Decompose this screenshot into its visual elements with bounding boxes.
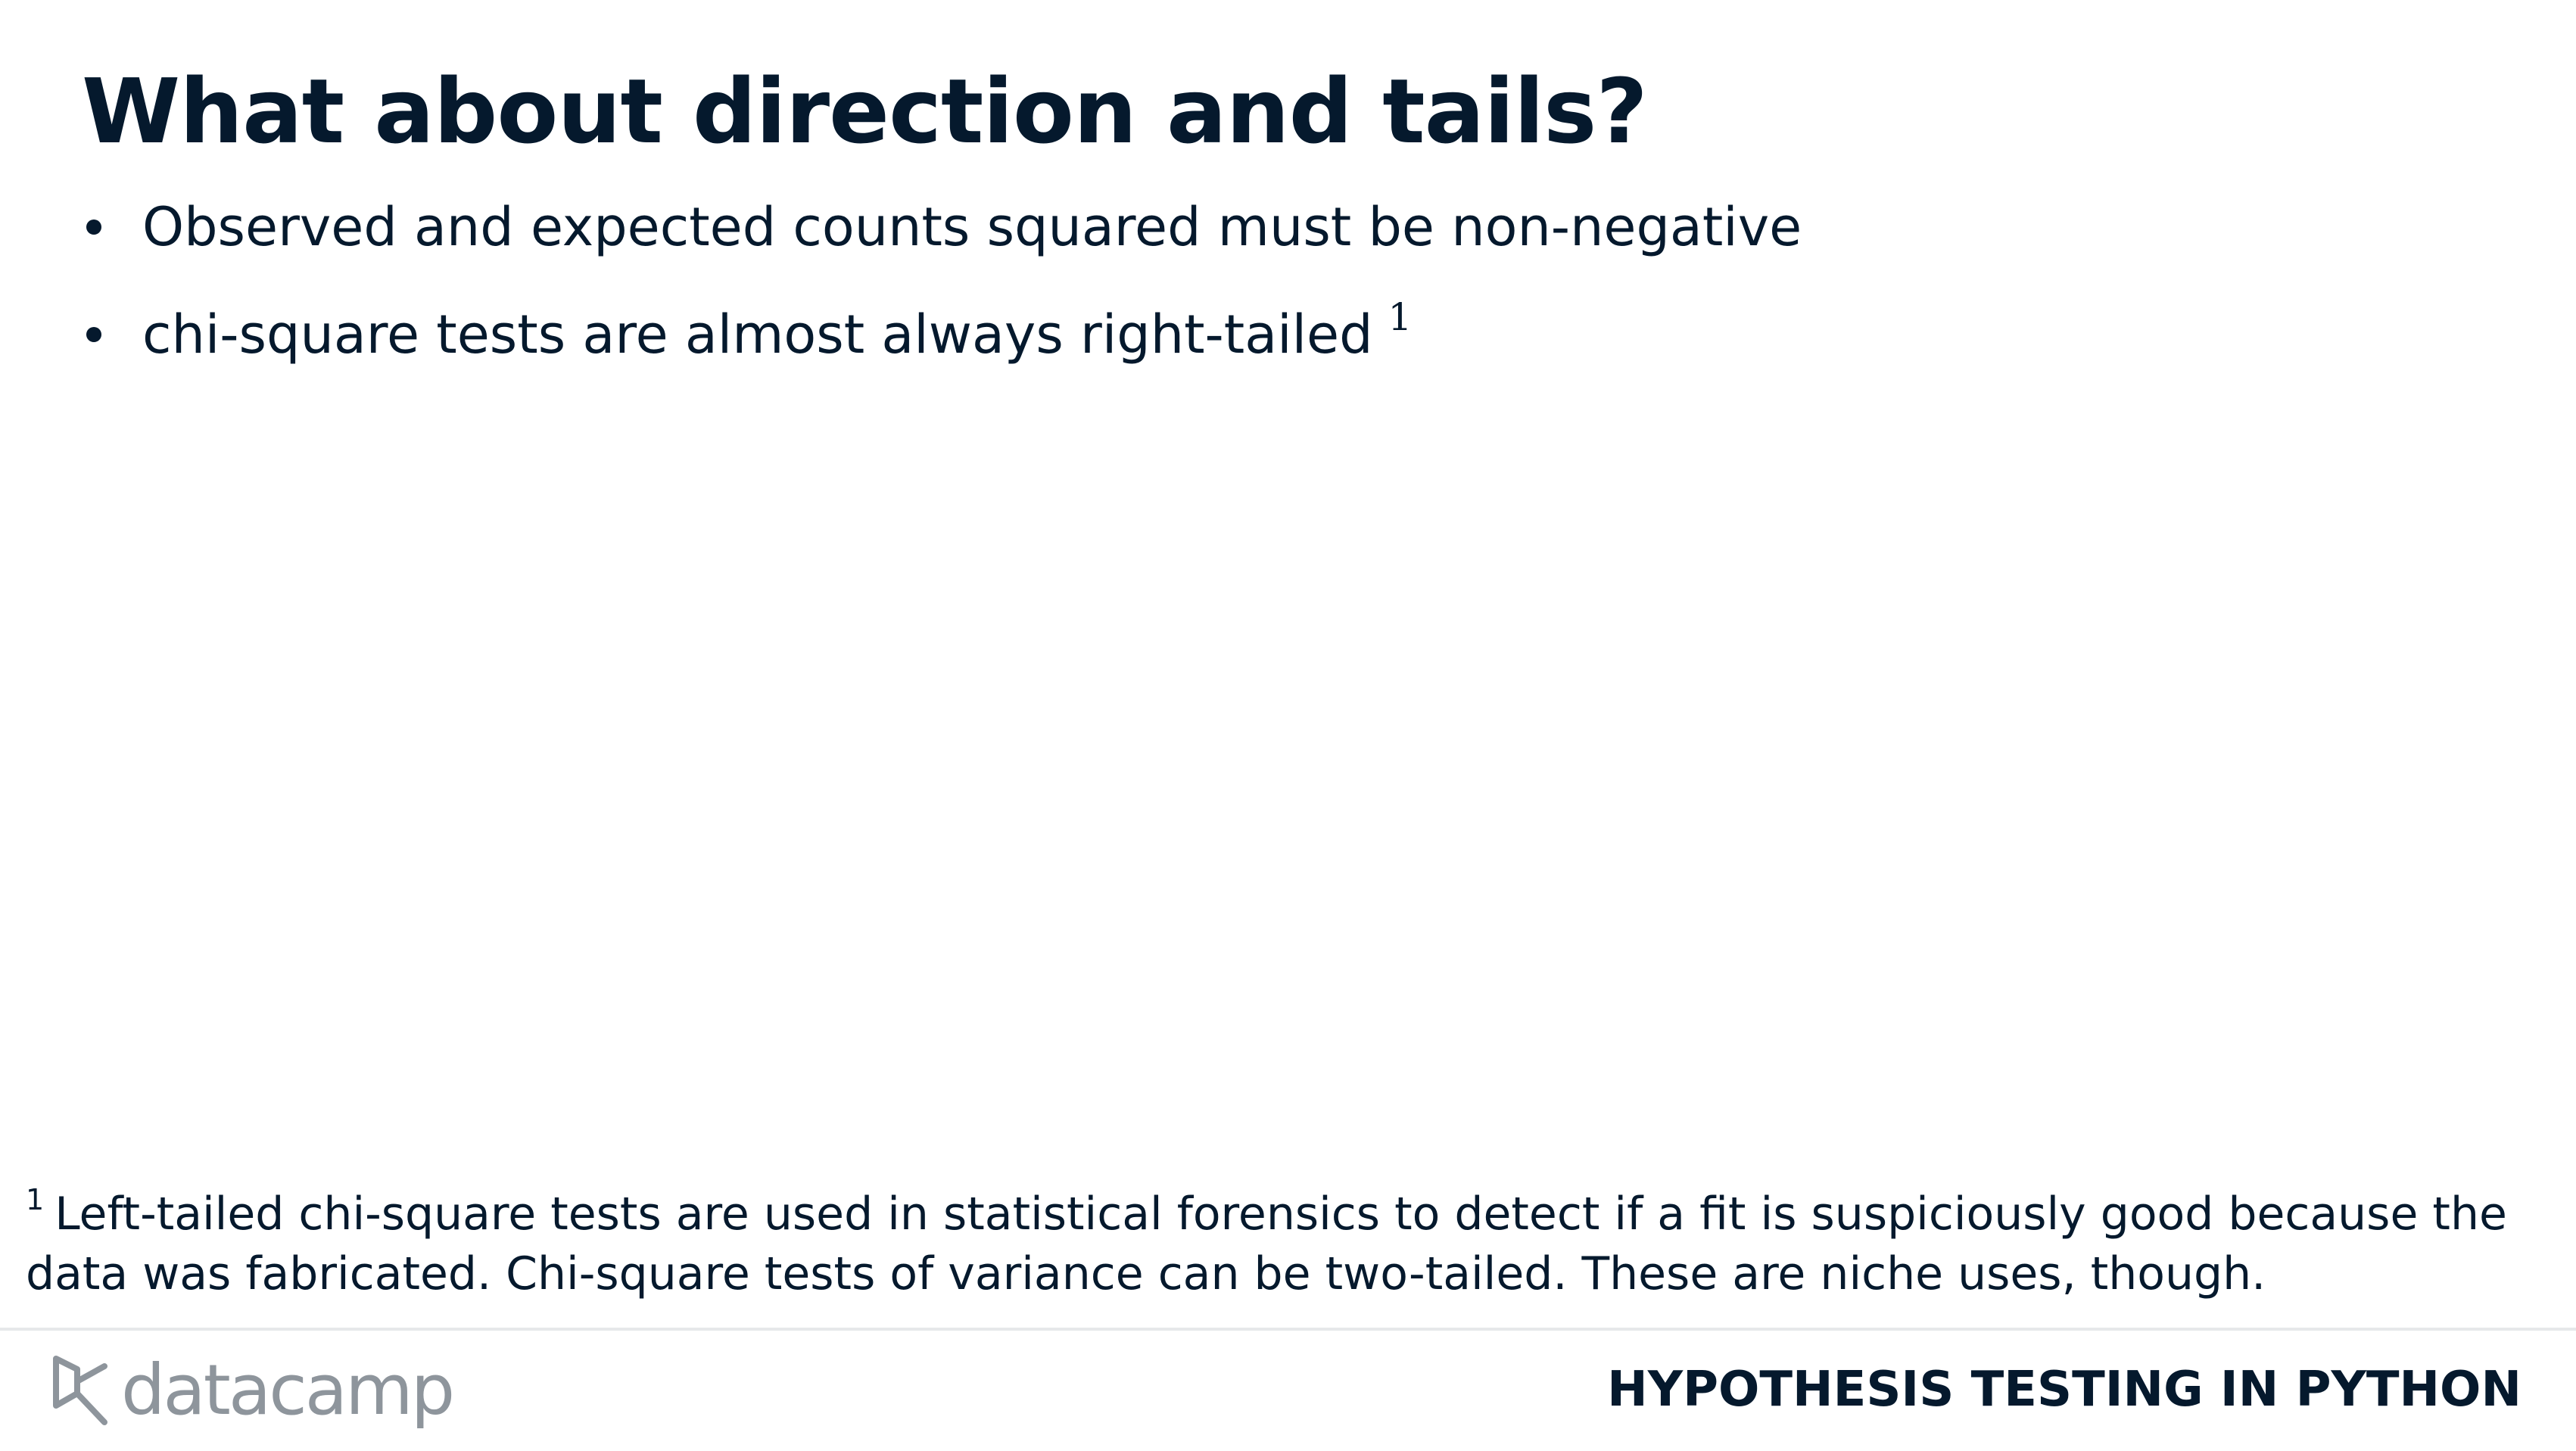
bullet-text: chi-square tests are almost always right…	[142, 304, 1373, 366]
brand-logo: datacamp	[50, 1349, 455, 1432]
datacamp-logo-icon	[53, 1356, 107, 1425]
footnote-reference: 1	[1388, 295, 1413, 339]
footnote: 1 Left-tailed chi-square tests are used i…	[26, 1183, 2524, 1301]
slide-title: What about direction and tails?	[82, 59, 1648, 163]
footnote-text: Left-tailed chi-square tests are used in…	[26, 1188, 2507, 1300]
bullet-dot-icon	[86, 327, 101, 342]
bullet-item: chi-square tests are almost always right…	[82, 295, 1802, 378]
course-title: HYPOTHESIS TESTING IN PYTHON	[1607, 1362, 2521, 1418]
brand-name: datacamp	[121, 1350, 455, 1431]
bullet-dot-icon	[86, 220, 101, 235]
bullet-list: Observed and expected counts squared mus…	[82, 189, 1802, 409]
footnote-marker: 1	[26, 1183, 45, 1216]
bullet-text: Observed and expected counts squared mus…	[142, 196, 1802, 258]
bullet-item: Observed and expected counts squared mus…	[82, 189, 1802, 265]
footer-divider	[0, 1328, 2576, 1331]
